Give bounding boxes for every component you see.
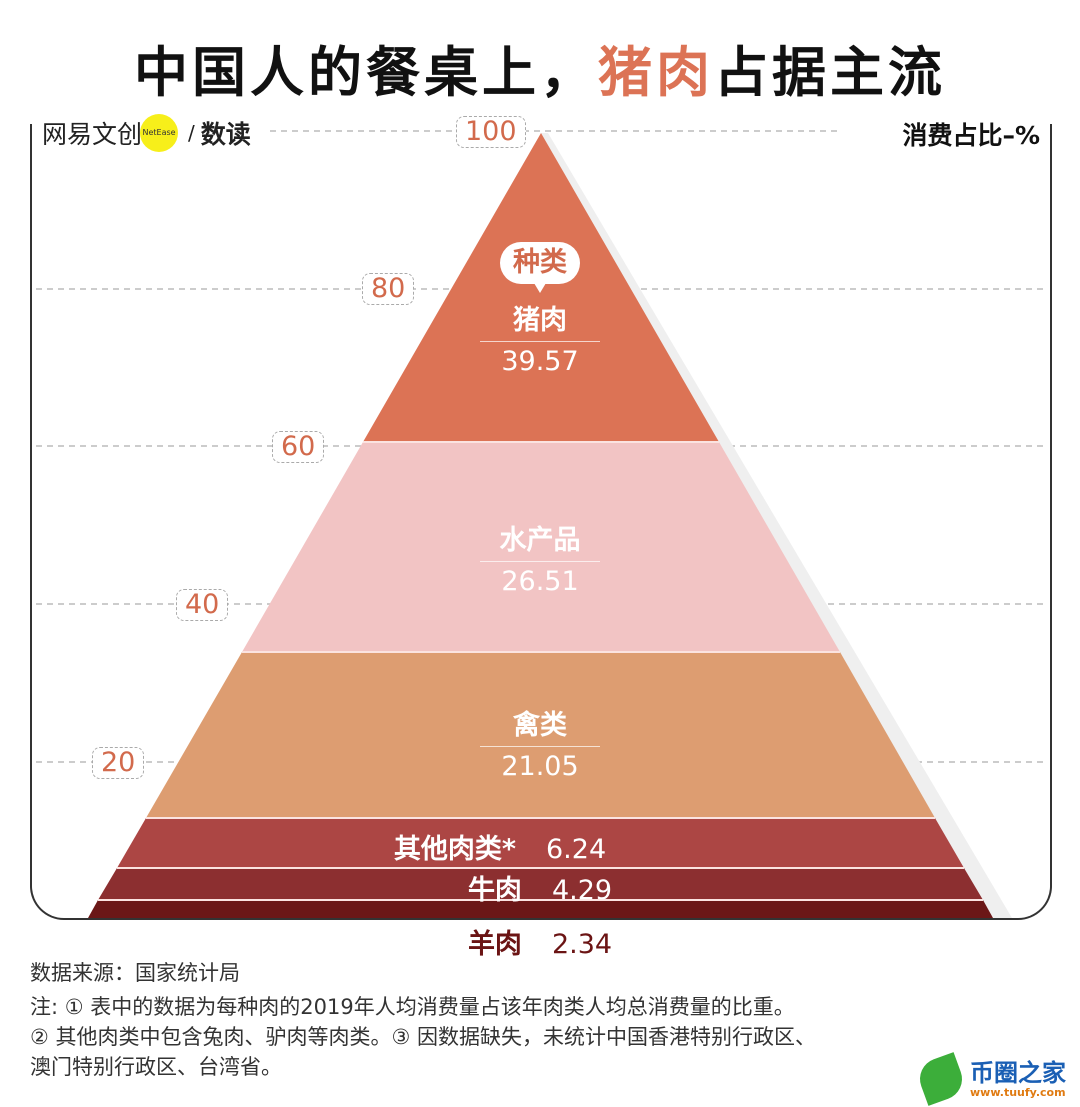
label-mutton-value: 2.34 (551, 929, 613, 960)
tick-80: 80 (362, 273, 415, 305)
leaf-logo-icon (914, 1052, 968, 1106)
label-mutton-name: 羊肉 (467, 929, 522, 960)
watermark-url: www.tuufy.com (970, 1085, 1066, 1099)
title-highlight: 猪肉 (598, 41, 714, 104)
tick-20: 20 (92, 747, 145, 779)
category-bubble: 种类 (500, 242, 580, 293)
note-1: 注: ① 表中的数据为每种肉的2019年人均消费量占该年肉类人均总消费量的比重。 (30, 995, 795, 1019)
label-aquatic: 水产品 26.51 (480, 518, 600, 597)
label-beef-name: 牛肉 (467, 875, 522, 906)
label-aquatic-name: 水产品 (480, 518, 600, 562)
brand-separator: / (188, 121, 195, 145)
label-poultry: 禽类 21.05 (480, 703, 600, 782)
label-pork-value: 39.57 (501, 346, 579, 377)
note-2: ② 其他肉类中包含兔肉、驴肉等肉类。③ 因数据缺失，未统计中国香港特别行政区、 (30, 1025, 816, 1049)
label-other-name: 其他肉类* (393, 834, 516, 865)
note-3: 澳门特别行政区、台湾省。 (30, 1055, 282, 1079)
segment-poultry (146, 652, 935, 818)
chart-title: 中国人的餐桌上，猪肉占据主流 (0, 28, 1080, 107)
tick-60: 60 (272, 431, 325, 463)
segment-other (117, 818, 964, 868)
brand-logo: 网易文创 NetEase / 数读 (42, 114, 251, 152)
chart-frame (30, 124, 1052, 920)
segment-aquatic (242, 442, 840, 652)
label-pork-name: 猪肉 (480, 298, 600, 342)
segment-mutton (88, 900, 993, 918)
watermark-name: 币圈之家 (970, 1058, 1066, 1087)
title-part2: 占据主流 (714, 41, 946, 104)
tick-100: 100 (456, 116, 526, 148)
brand-name: 网易文创 (42, 120, 143, 149)
label-mutton: 羊肉 2.34 (340, 922, 740, 961)
brand-sub: 数读 (200, 120, 251, 149)
segment-beef (98, 868, 983, 900)
brand-badge: NetEase (140, 114, 179, 152)
unit-label: 消费占比–% (902, 121, 1040, 150)
label-pork: 猪肉 39.57 (480, 298, 600, 377)
watermark: 币圈之家 www.tuufy.com (914, 1052, 1066, 1106)
label-other-value: 6.24 (546, 834, 607, 865)
label-beef-value: 4.29 (551, 875, 613, 906)
label-beef: 牛肉 4.29 (340, 868, 740, 907)
footer-notes: 数据来源：国家统计局 注: ① 表中的数据为每种肉的2019年人均消费量占该年肉… (30, 958, 816, 1082)
source-text: 数据来源：国家统计局 (30, 961, 240, 985)
title-part1: 中国人的餐桌上， (134, 41, 598, 104)
label-poultry-value: 21.05 (501, 751, 579, 782)
tick-40: 40 (176, 589, 229, 621)
label-other: 其他肉类* 6.24 (300, 827, 700, 866)
label-poultry-name: 禽类 (480, 703, 600, 747)
label-aquatic-value: 26.51 (501, 566, 579, 597)
